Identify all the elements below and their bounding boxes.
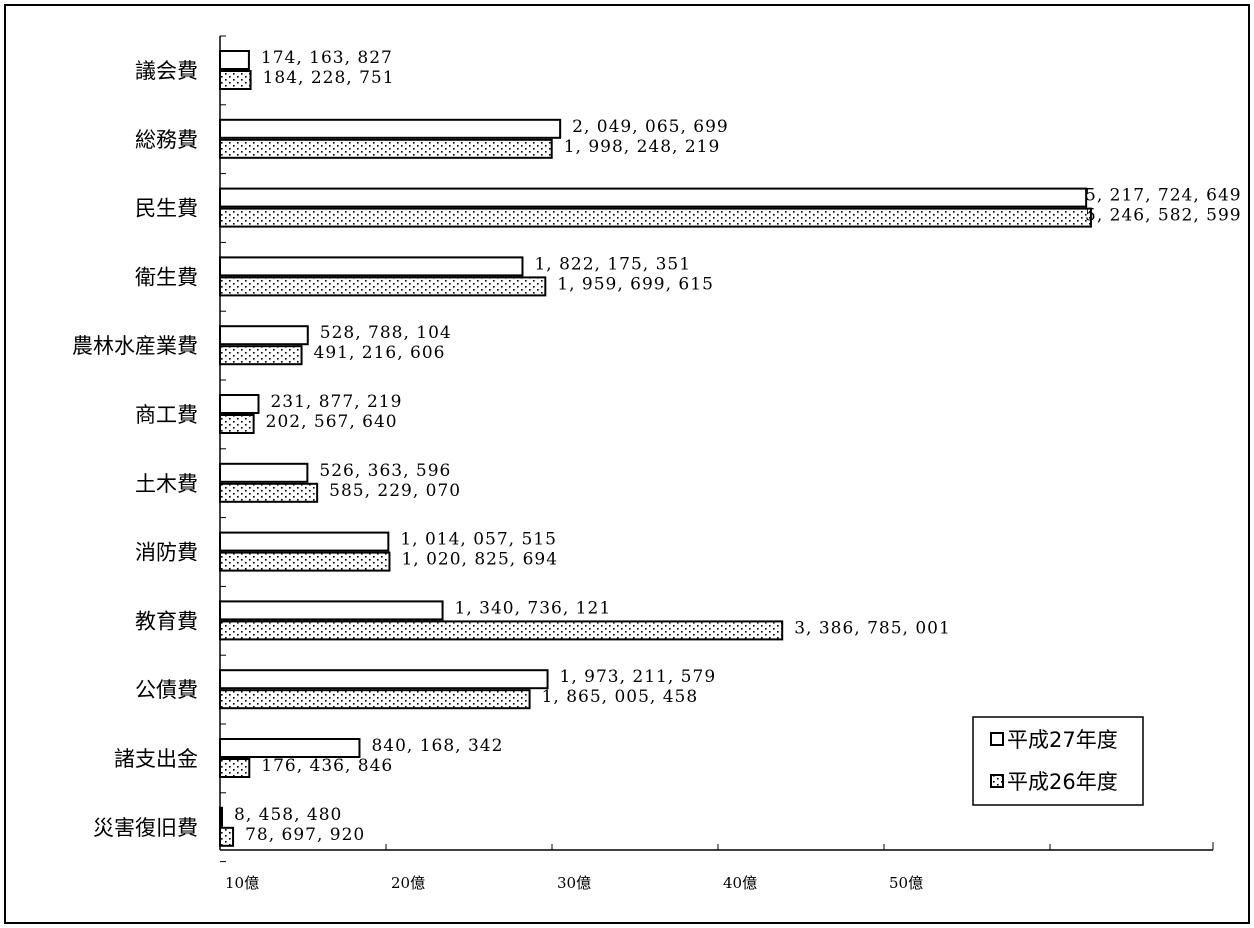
category-label: 公債費 — [135, 678, 198, 702]
x-tick-label: 10億 — [225, 874, 259, 892]
value-label-h27: 1, 973, 211, 579 — [560, 667, 717, 687]
value-label-h26: 5, 246, 582, 599 — [1085, 206, 1242, 226]
category-label: 民生費 — [135, 197, 198, 221]
value-label-h26: 491, 216, 606 — [314, 343, 446, 363]
category-label: 商工費 — [135, 403, 198, 427]
bar-h27 — [219, 738, 361, 758]
bar-h26 — [219, 276, 547, 297]
value-label-h27: 2, 049, 065, 699 — [572, 117, 729, 137]
bar-h27 — [219, 118, 562, 139]
value-label-h27: 5, 217, 724, 649 — [1085, 186, 1242, 206]
bar-h26 — [219, 482, 319, 503]
value-label-h27: 231, 877, 219 — [270, 392, 402, 412]
value-label-h27: 840, 168, 342 — [371, 736, 503, 756]
category-label: 農林水産業費 — [72, 334, 198, 358]
value-label-h26: 176, 436, 846 — [261, 756, 393, 776]
bar-h26 — [219, 345, 303, 366]
x-tick-label: 30億 — [557, 874, 591, 892]
category-label: 土木費 — [135, 472, 198, 496]
bar-h27 — [219, 325, 309, 346]
category-label: 消防費 — [135, 541, 198, 565]
bar-h27 — [219, 462, 309, 483]
bar-h27 — [219, 394, 260, 414]
value-label-h27: 174, 163, 827 — [261, 48, 393, 68]
value-label-h26: 1, 865, 005, 458 — [542, 687, 699, 707]
value-label-h27: 8, 458, 480 — [234, 805, 342, 825]
category-label: 議会費 — [135, 59, 198, 83]
legend-label-h27: 平成27年度 — [1007, 728, 1118, 752]
value-label-h26: 202, 567, 640 — [266, 412, 398, 432]
value-label-h27: 1, 014, 057, 515 — [400, 530, 557, 550]
bar-h26 — [219, 138, 553, 159]
bar-h26 — [219, 207, 1092, 228]
x-tick-label: 50億 — [889, 874, 923, 892]
bar-h26 — [219, 620, 784, 641]
value-label-h27: 1, 822, 175, 351 — [534, 254, 691, 274]
legend-swatch-h26 — [990, 774, 1004, 788]
x-tick-label: 40億 — [723, 874, 757, 892]
value-label-h27: 528, 788, 104 — [320, 323, 452, 343]
legend-swatch-h27 — [990, 732, 1004, 746]
bar-h26 — [219, 689, 531, 710]
x-tick-label: 20億 — [391, 874, 425, 892]
legend-box — [972, 716, 1144, 806]
value-label-h26: 585, 229, 070 — [329, 481, 461, 501]
bar-h27 — [219, 669, 549, 690]
bar-h27 — [219, 806, 223, 827]
bar-h27 — [219, 50, 250, 70]
value-label-h26: 3, 386, 785, 001 — [794, 618, 951, 638]
bar-h26 — [219, 414, 255, 434]
value-label-h26: 1, 998, 248, 219 — [564, 137, 721, 157]
value-label-h26: 1, 959, 699, 615 — [557, 274, 714, 294]
category-label: 諸支出金 — [114, 747, 198, 771]
legend-label-h26: 平成26年度 — [1007, 770, 1118, 794]
bar-h27 — [219, 256, 524, 277]
value-label-h26: 184, 228, 751 — [263, 68, 395, 88]
value-label-h27: 1, 340, 736, 121 — [455, 598, 612, 618]
bar-h27 — [219, 187, 1088, 208]
bar-h27 — [219, 600, 444, 621]
legend: 平成27年度 平成26年度 — [972, 716, 1144, 806]
category-label: 衛生費 — [135, 265, 198, 289]
bar-h27 — [219, 531, 390, 552]
category-label: 総務費 — [135, 128, 198, 152]
bar-h26 — [219, 758, 251, 778]
bar-h26 — [219, 551, 391, 572]
value-label-h26: 1, 020, 825, 694 — [401, 550, 558, 570]
category-label: 災害復旧費 — [93, 816, 198, 840]
category-label: 教育費 — [135, 609, 198, 633]
bar-h26 — [219, 70, 252, 90]
value-label-h27: 526, 363, 596 — [319, 461, 451, 481]
bar-h26 — [219, 826, 235, 847]
value-label-h26: 78, 697, 920 — [245, 825, 365, 845]
